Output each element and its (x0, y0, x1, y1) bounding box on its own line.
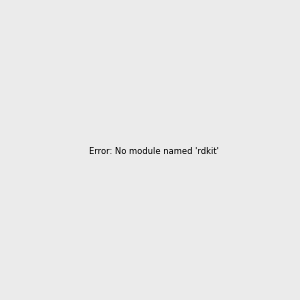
Text: Error: No module named 'rdkit': Error: No module named 'rdkit' (89, 147, 219, 156)
